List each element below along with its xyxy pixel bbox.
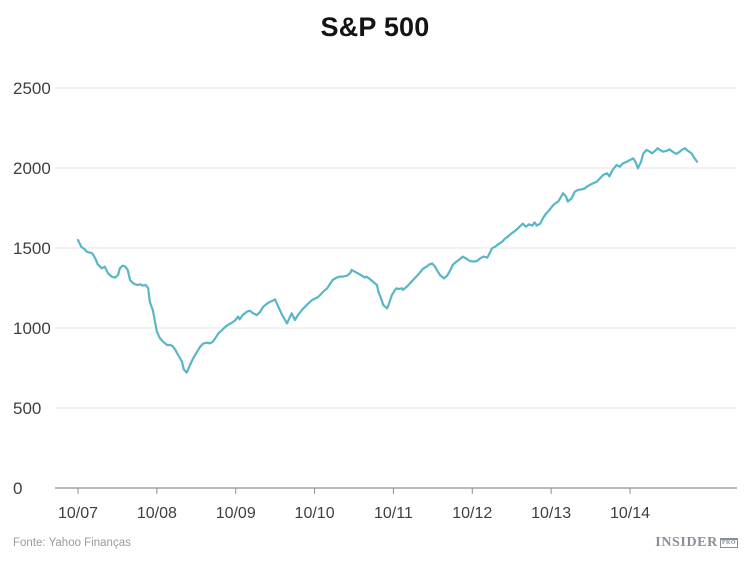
logo-suffix-badge: PRO (719, 538, 738, 548)
x-axis-label: 10/13 (531, 505, 571, 522)
y-axis-label: 1500 (13, 239, 51, 258)
logo-brand-text: INSIDER (655, 535, 718, 550)
y-axis-label: 0 (13, 479, 22, 498)
y-axis-label: 2500 (13, 79, 51, 98)
x-axis-label: 10/07 (58, 505, 98, 522)
x-axis-label: 10/11 (374, 505, 413, 522)
x-axis-label: 10/14 (610, 505, 650, 522)
price-line (76, 147, 699, 374)
y-axis-label: 500 (13, 399, 41, 418)
x-axis-label: 10/09 (216, 505, 256, 522)
x-axis-label: 10/12 (452, 505, 492, 522)
y-axis-label: 1000 (13, 319, 51, 338)
chart-title: S&P 500 (320, 12, 430, 42)
y-axis-label: 2000 (13, 159, 51, 178)
source-note: Fonte: Yahoo Finanças (13, 537, 131, 549)
x-axis-label: 10/10 (295, 505, 335, 522)
x-axis-label: 10/08 (137, 505, 177, 522)
insiderpro-logo: INSIDER PRO (655, 535, 738, 551)
